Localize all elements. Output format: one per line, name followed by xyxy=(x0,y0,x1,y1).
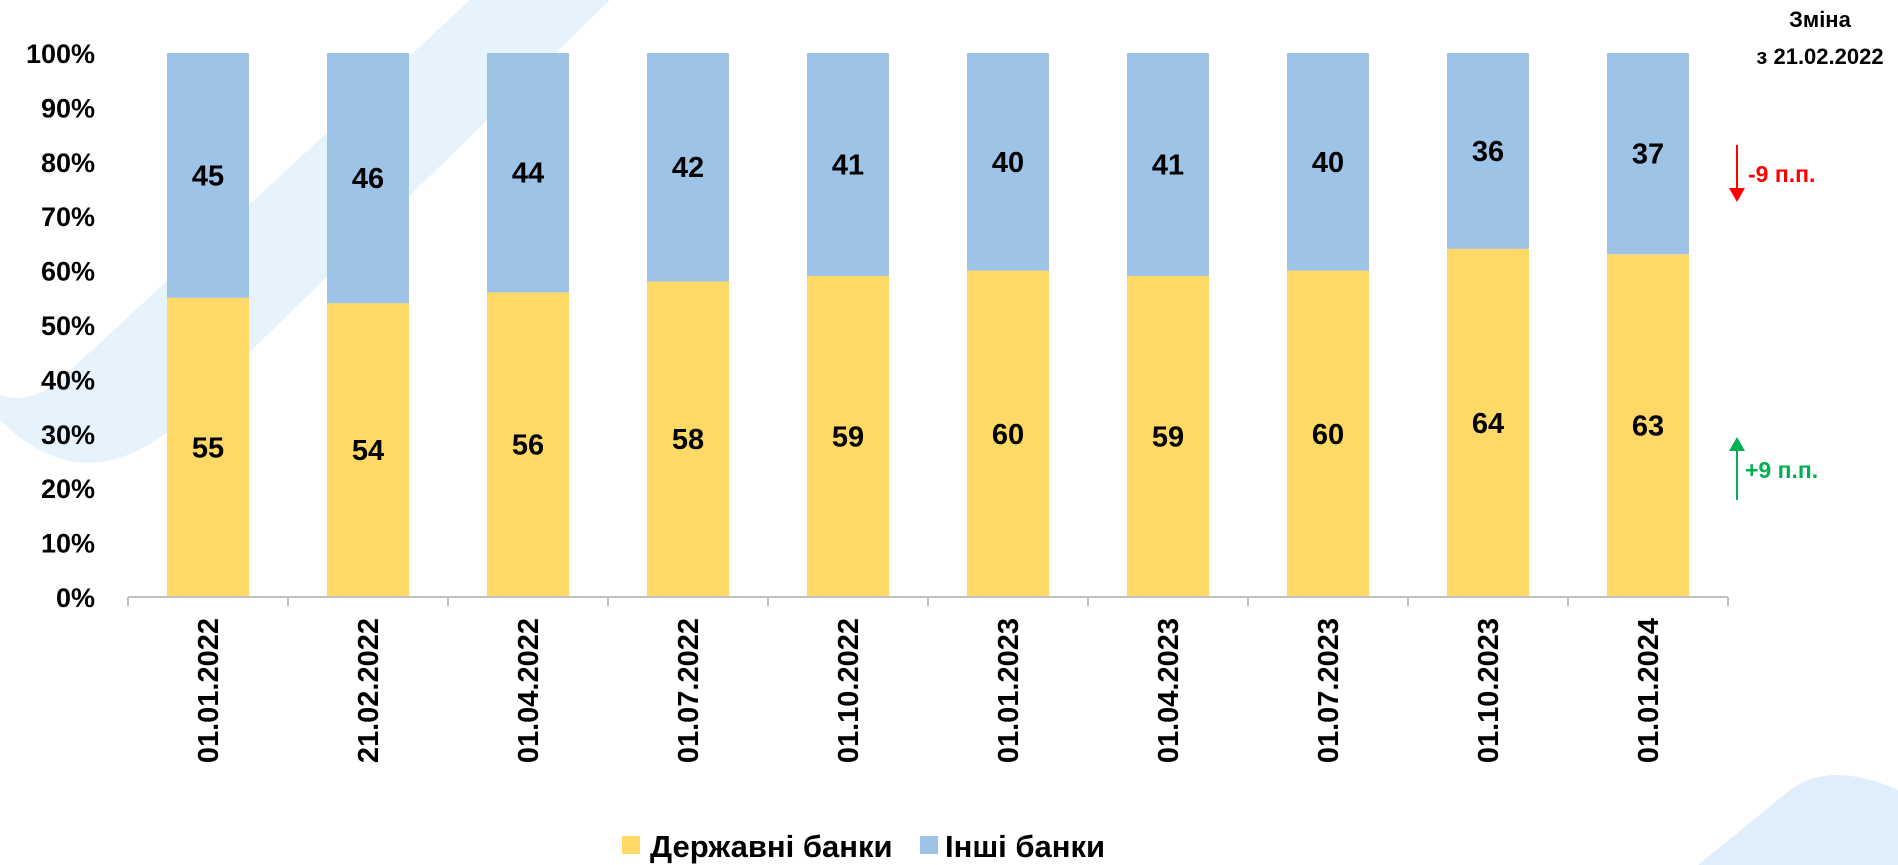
data-label-other-banks: 37 xyxy=(1632,139,1664,171)
bar-segment-other-banks xyxy=(1607,53,1689,255)
data-label-other-banks: 44 xyxy=(512,158,544,190)
x-tick-label: 01.07.2023 xyxy=(1313,618,1345,763)
legend-label-other-banks: Інші банки xyxy=(945,829,1105,864)
y-tick-label: 60% xyxy=(41,257,95,287)
bar-segment-other-banks xyxy=(1287,53,1369,271)
change-annotation: Зміна з 21.02.2022 -9 п.п. +9 п.п. xyxy=(1729,7,1884,500)
data-label-state-banks: 60 xyxy=(1312,419,1344,451)
x-axis-ticks: 01.01.2022 21.02.2022 01.04.2022 01.07.2022… xyxy=(193,618,1665,763)
bar-segment-other-banks xyxy=(167,53,249,298)
bar-segment-state-banks xyxy=(1127,276,1209,597)
bar-segment-state-banks xyxy=(487,292,569,597)
x-tick-label: 21.02.2022 xyxy=(353,618,385,763)
data-label-state-banks: 58 xyxy=(672,424,704,456)
x-tick-label: 01.10.2022 xyxy=(833,618,865,763)
bar-segment-state-banks xyxy=(967,270,1049,597)
y-tick-label: 70% xyxy=(41,202,95,232)
x-tick-label: 01.04.2022 xyxy=(513,618,545,763)
background-swoosh-left xyxy=(0,0,610,463)
data-label-other-banks: 36 xyxy=(1472,136,1504,168)
bar-segment-other-banks xyxy=(807,53,889,277)
y-tick-label: 50% xyxy=(41,311,95,341)
bar-segment-other-banks xyxy=(1127,53,1209,277)
y-tick-label: 30% xyxy=(41,420,95,450)
bar-segment-other-banks xyxy=(967,53,1049,271)
data-labels-layer: 55 45 54 46 56 44 58 42 59 41 60 40 59 41 60 40 64 36 63 37 xyxy=(192,136,1664,467)
change-other-label: -9 п.п. xyxy=(1748,161,1815,187)
bar-segment-other-banks xyxy=(487,53,569,293)
legend: Державні банки Інші банки xyxy=(622,829,1105,864)
x-tick-label: 01.01.2024 xyxy=(1633,618,1665,763)
bar-segment-state-banks xyxy=(167,297,249,597)
bar-segment-other-banks xyxy=(327,53,409,304)
bars-layer xyxy=(167,53,1689,597)
legend-swatch-state-banks xyxy=(622,836,640,854)
x-tick-label: 01.04.2023 xyxy=(1153,618,1185,763)
data-label-other-banks: 42 xyxy=(672,152,704,184)
down-arrow-icon xyxy=(1729,188,1745,202)
x-tick-marks xyxy=(127,597,1729,606)
up-arrow-icon xyxy=(1729,437,1745,451)
y-tick-label: 80% xyxy=(41,148,95,178)
y-tick-label: 20% xyxy=(41,474,95,504)
data-label-state-banks: 59 xyxy=(832,422,864,454)
x-tick-label: 01.07.2022 xyxy=(673,618,705,763)
y-tick-label: 40% xyxy=(41,365,95,395)
bar-segment-state-banks xyxy=(647,281,729,597)
data-label-other-banks: 41 xyxy=(1152,150,1184,182)
legend-label-state-banks: Державні банки xyxy=(650,829,893,864)
data-label-state-banks: 60 xyxy=(992,419,1024,451)
bar-segment-other-banks xyxy=(647,53,729,282)
data-label-state-banks: 64 xyxy=(1472,408,1504,440)
data-label-state-banks: 59 xyxy=(1152,422,1184,454)
data-label-other-banks: 40 xyxy=(992,147,1024,179)
change-title-line2: з 21.02.2022 xyxy=(1756,44,1883,69)
x-tick-label: 01.10.2023 xyxy=(1473,618,1505,763)
data-label-other-banks: 46 xyxy=(352,163,384,195)
y-axis-ticks: 0% 10% 20% 30% 40% 50% 60% 70% 80% 90% 100% xyxy=(26,39,95,613)
change-state-label: +9 п.п. xyxy=(1745,457,1818,483)
background-swoosh-right xyxy=(1698,775,1898,865)
data-label-state-banks: 54 xyxy=(352,435,384,467)
y-tick-label: 100% xyxy=(26,39,95,69)
bar-segment-state-banks xyxy=(1607,254,1689,597)
bar-segment-state-banks xyxy=(327,303,409,597)
bar-segment-state-banks xyxy=(1447,248,1529,597)
bar-segment-other-banks xyxy=(1447,53,1529,249)
data-label-other-banks: 40 xyxy=(1312,147,1344,179)
y-tick-label: 0% xyxy=(56,583,95,613)
x-tick-label: 01.01.2022 xyxy=(193,618,225,763)
legend-swatch-other-banks xyxy=(920,836,938,854)
change-title-line1: Зміна xyxy=(1789,7,1851,32)
data-label-state-banks: 63 xyxy=(1632,411,1664,443)
data-label-other-banks: 45 xyxy=(192,160,224,192)
bar-segment-state-banks xyxy=(1287,270,1369,597)
data-label-other-banks: 41 xyxy=(832,150,864,182)
data-label-state-banks: 56 xyxy=(512,430,544,462)
y-tick-label: 10% xyxy=(41,529,95,559)
data-label-state-banks: 55 xyxy=(192,432,224,464)
y-tick-label: 90% xyxy=(41,93,95,123)
x-tick-label: 01.01.2023 xyxy=(993,618,1025,763)
bar-segment-state-banks xyxy=(807,276,889,597)
